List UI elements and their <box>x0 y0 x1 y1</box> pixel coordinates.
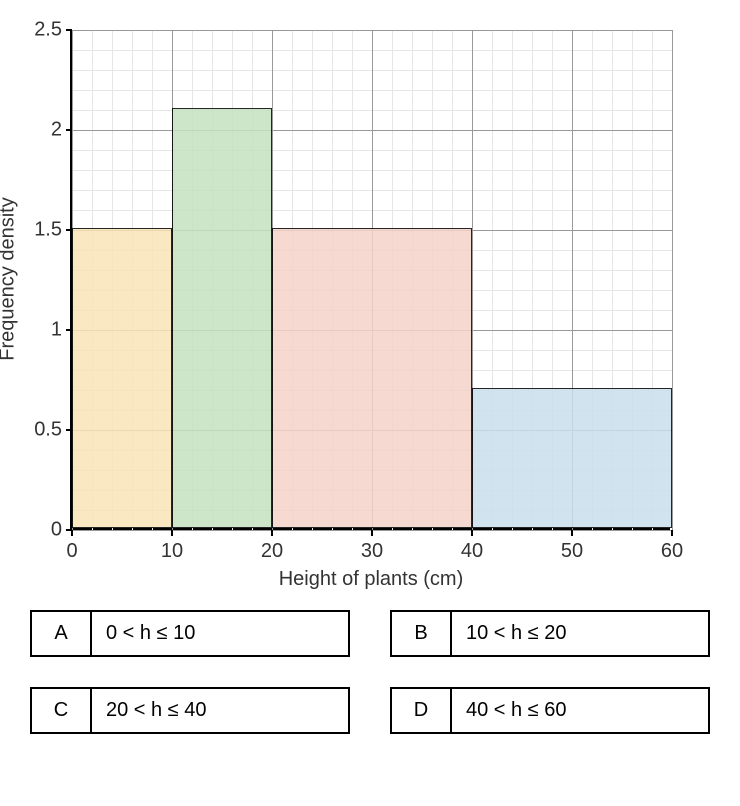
option-text: 40 < h ≤ 60 <box>452 689 708 732</box>
histogram-bar-1 <box>172 108 272 528</box>
histogram-bar-3 <box>472 388 672 528</box>
option-b[interactable]: B 10 < h ≤ 20 <box>390 610 710 657</box>
histogram-bar-2 <box>272 228 472 528</box>
option-letter: B <box>392 612 452 655</box>
option-text: 10 < h ≤ 20 <box>452 612 708 655</box>
answer-options: A 0 < h ≤ 10 B 10 < h ≤ 20 C 20 < h ≤ 40… <box>30 610 710 734</box>
plot-area: Frequency density Height of plants (cm) … <box>70 30 670 530</box>
option-text: 20 < h ≤ 40 <box>92 689 348 732</box>
histogram-chart: Frequency density Height of plants (cm) … <box>70 30 720 530</box>
option-text: 0 < h ≤ 10 <box>92 612 348 655</box>
option-a[interactable]: A 0 < h ≤ 10 <box>30 610 350 657</box>
histogram-bar-0 <box>72 228 172 528</box>
option-letter: C <box>32 689 92 732</box>
option-letter: D <box>392 689 452 732</box>
option-d[interactable]: D 40 < h ≤ 60 <box>390 687 710 734</box>
option-c[interactable]: C 20 < h ≤ 40 <box>30 687 350 734</box>
option-letter: A <box>32 612 92 655</box>
y-axis-label: Frequency density <box>0 197 20 360</box>
